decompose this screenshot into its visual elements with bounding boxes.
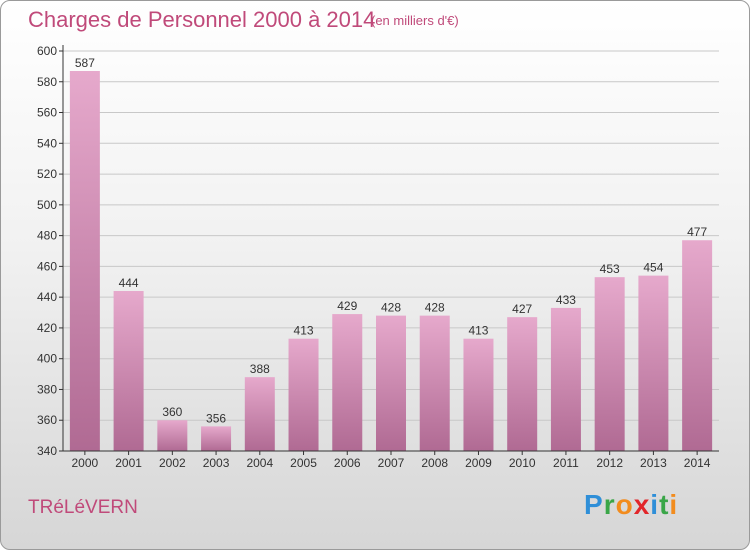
y-tick-label: 460	[37, 259, 57, 273]
bar-2009	[463, 338, 494, 451]
commune-name: TRéLéVERN	[28, 497, 138, 518]
bar-2005	[288, 338, 319, 451]
axes	[59, 45, 719, 455]
x-tick-label: 2002	[159, 456, 186, 470]
y-tick-label: 500	[37, 198, 57, 212]
y-tick-label: 480	[37, 229, 57, 243]
x-tick-label: 2009	[465, 456, 492, 470]
bar-2013	[638, 275, 669, 451]
bar-2010	[507, 317, 538, 451]
bar-2002	[157, 420, 188, 451]
value-label: 413	[294, 324, 314, 338]
value-label: 587	[75, 56, 95, 70]
bar-2008	[419, 315, 450, 451]
value-label: 453	[600, 262, 620, 276]
value-label: 356	[206, 411, 226, 425]
labels: 340 360 380 400 420 440 460 480 500 520 540 560 580 6…	[37, 44, 711, 470]
bars	[69, 71, 713, 451]
proxiti-logo[interactable]: Proxiti	[584, 489, 678, 521]
x-tick-label: 2001	[115, 456, 142, 470]
value-label: 360	[162, 405, 182, 419]
value-label: 433	[556, 293, 576, 307]
logo-letter: i	[650, 489, 660, 520]
x-tick-label: 2011	[553, 456, 579, 470]
bar-2011	[550, 307, 581, 451]
bar-2003	[201, 426, 232, 451]
value-label: 444	[119, 276, 139, 290]
bar-2007	[376, 315, 406, 451]
bar-2012	[594, 277, 625, 451]
value-label: 429	[337, 299, 357, 313]
y-tick-label: 580	[37, 75, 57, 89]
y-tick-label: 400	[37, 352, 57, 366]
value-label: 413	[468, 324, 488, 338]
value-label: 427	[512, 302, 532, 316]
y-tick-label: 540	[37, 136, 57, 150]
logo-letter: o	[615, 489, 634, 520]
y-tick-label: 440	[37, 290, 57, 304]
x-tick-label: 2012	[596, 456, 623, 470]
y-tick-label: 380	[37, 382, 57, 396]
y-tick-label: 360	[37, 413, 57, 427]
x-tick-label: 2010	[509, 456, 536, 470]
y-tick-label: 340	[37, 444, 57, 458]
y-tick-label: 560	[37, 106, 57, 120]
bar-2004	[244, 377, 275, 451]
x-tick-label: 2013	[640, 456, 667, 470]
logo-letter: r	[603, 489, 616, 520]
value-label: 454	[643, 261, 663, 275]
value-label: 428	[425, 301, 445, 315]
logo-letter: P	[584, 489, 604, 520]
value-label: 428	[381, 301, 401, 315]
x-tick-label: 2014	[684, 456, 711, 470]
y-tick-label: 600	[37, 44, 57, 58]
bar-2006	[332, 314, 363, 451]
bar-2014	[682, 240, 713, 451]
x-tick-label: 2004	[246, 456, 273, 470]
logo-letter: x	[633, 489, 651, 520]
bar-2001	[113, 291, 144, 451]
x-tick-label: 2000	[72, 456, 99, 470]
value-label: 388	[250, 362, 270, 376]
y-tick-label: 520	[37, 167, 57, 181]
x-tick-label: 2006	[334, 456, 361, 470]
value-label: 477	[687, 225, 707, 239]
x-tick-label: 2008	[421, 456, 448, 470]
bar-2000	[69, 71, 100, 451]
x-tick-label: 2005	[290, 456, 317, 470]
x-tick-label: 2007	[378, 456, 405, 470]
logo-letter: t	[659, 489, 670, 520]
x-tick-label: 2003	[203, 456, 230, 470]
chart-subtitle: (en milliers d'€)	[371, 13, 459, 28]
logo-letter: i	[669, 489, 679, 520]
chart-title: Charges de Personnel 2000 à 2014	[28, 7, 376, 32]
y-tick-label: 420	[37, 321, 57, 335]
